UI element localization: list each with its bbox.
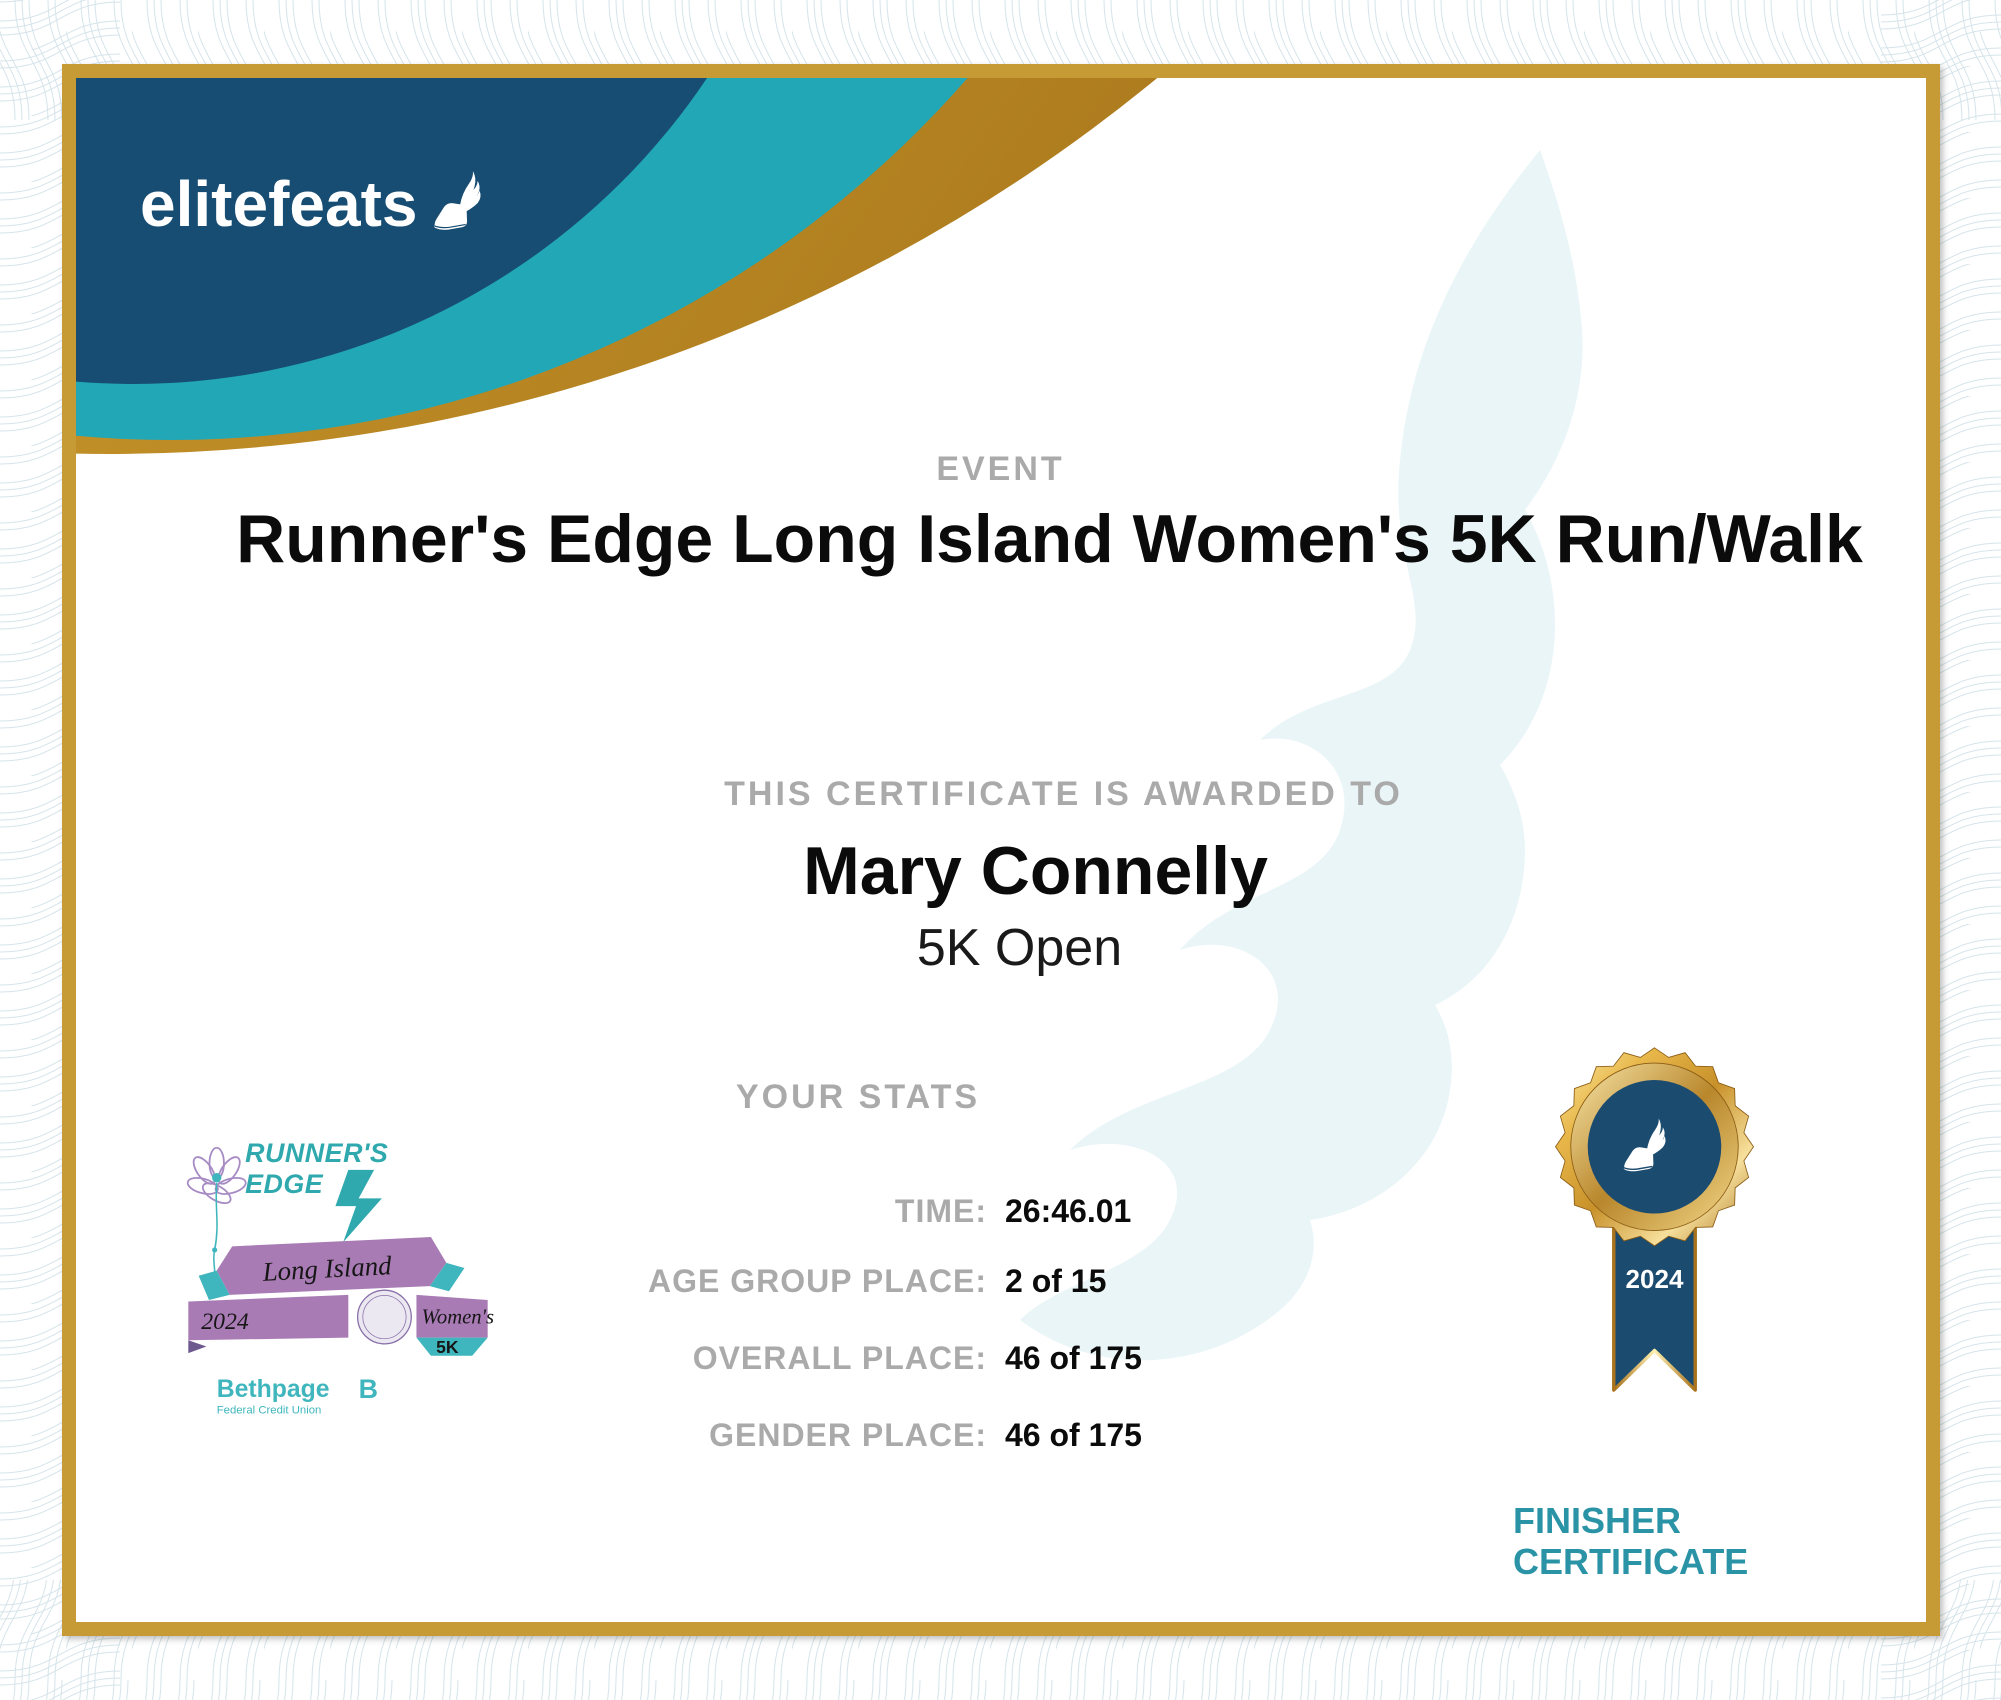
svg-text:Women's: Women's xyxy=(422,1307,494,1329)
svg-text:RUNNER'S: RUNNER'S xyxy=(245,1138,388,1168)
svg-text:B: B xyxy=(359,1374,378,1404)
svg-text:EDGE: EDGE xyxy=(245,1169,324,1199)
svg-text:Federal Credit Union: Federal Credit Union xyxy=(217,1405,322,1417)
svg-text:5K: 5K xyxy=(436,1337,459,1357)
svg-text:2024: 2024 xyxy=(201,1309,249,1335)
svg-text:2024: 2024 xyxy=(1626,1264,1684,1294)
svg-text:Bethpage: Bethpage xyxy=(217,1376,330,1403)
